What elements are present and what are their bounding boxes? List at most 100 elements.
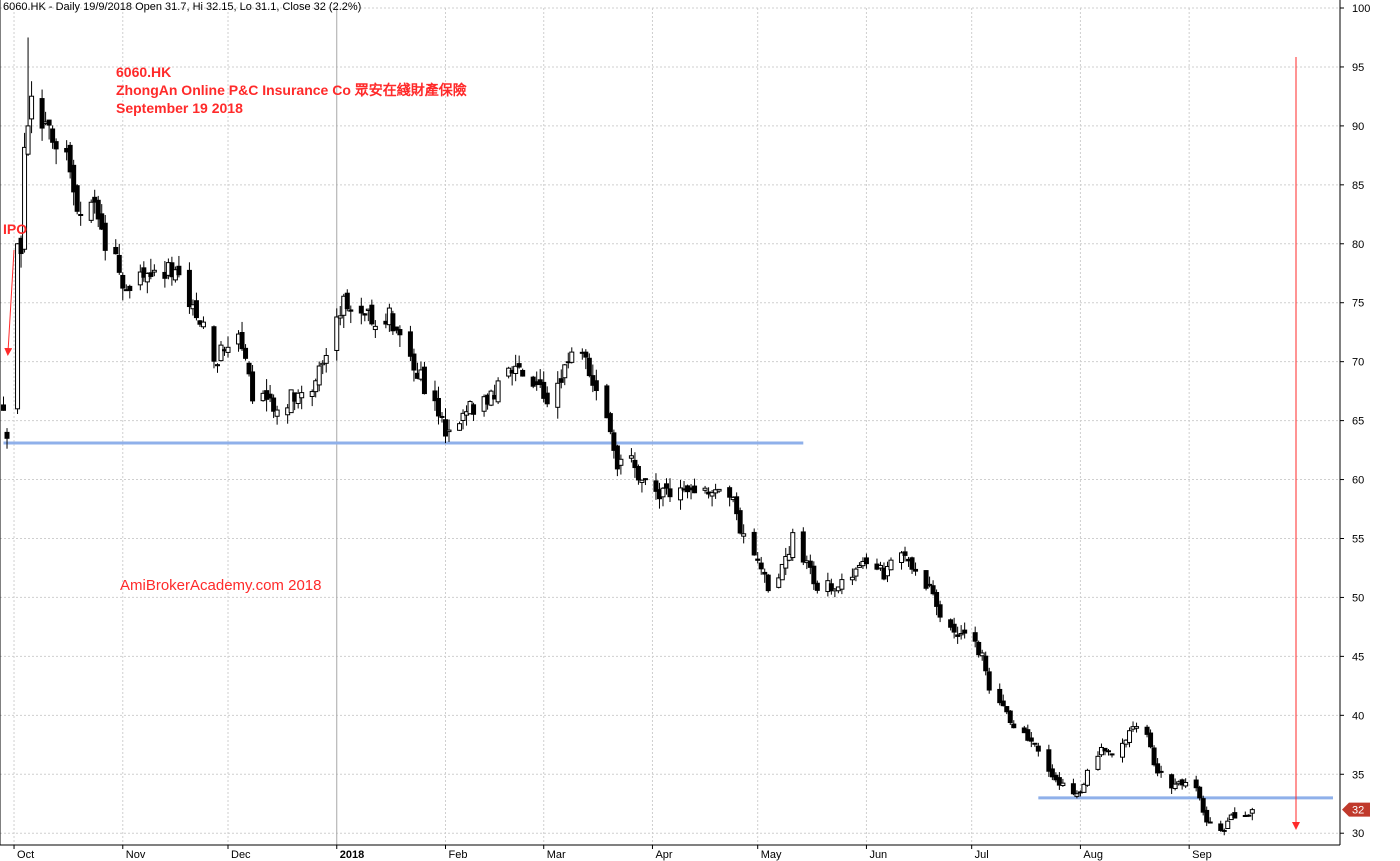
candle-body [1081, 783, 1087, 793]
last-price-label: 32 [1352, 805, 1364, 817]
candle-body [1028, 737, 1034, 742]
candle-body [1046, 749, 1052, 772]
candle-body [39, 98, 45, 129]
chart-axes: 30 35 40 45 50 55 60 65 70 75 80 85 90 95 100 Oct Nov Dec… [0, 0, 1370, 861]
candle-body [411, 353, 417, 371]
x-tick-label: Mar [547, 849, 566, 861]
candle-body [1232, 812, 1238, 819]
candle-body [614, 445, 620, 470]
candle-body [144, 272, 150, 283]
candle-body [239, 332, 245, 350]
candle-body [983, 655, 989, 672]
x-tick-label: Apr [655, 849, 672, 861]
candle-body [1084, 769, 1090, 786]
candle-body [958, 632, 964, 636]
annotation-date: September 19 2018 [116, 100, 243, 116]
candle-body [1144, 726, 1150, 735]
candle-body [127, 285, 133, 292]
candle-body [88, 201, 94, 221]
y-tick-label: 60 [1352, 475, 1364, 487]
chart-header-info: 6060.HK - Daily 19/9/2018 Open 31.7, Hi … [3, 1, 362, 13]
candle-body [1246, 814, 1252, 817]
candle-body [446, 429, 452, 433]
candle-body [214, 364, 220, 367]
candle-body [678, 487, 684, 501]
candle-body [1032, 742, 1038, 745]
candle-body [120, 274, 126, 289]
candle-body [755, 558, 761, 561]
candle-body [435, 397, 441, 417]
candle-body [1007, 710, 1013, 723]
candle-body [849, 576, 855, 581]
candle-body [50, 128, 56, 143]
candle-body [653, 480, 659, 492]
candle-body [1035, 745, 1041, 752]
candle-body [888, 559, 894, 571]
y-tick-label: 35 [1352, 769, 1364, 781]
candle-body [948, 619, 954, 628]
annotation-company: ZhongAn Online P&C Insurance Co 眾安在綫財產保險 [116, 82, 467, 98]
y-tick-label: 30 [1352, 828, 1364, 840]
candle-body [250, 371, 256, 402]
candle-body [323, 354, 329, 364]
candle-body [1056, 777, 1062, 786]
candle-body [751, 531, 757, 556]
candle-body [1155, 763, 1161, 774]
candle-body [141, 267, 147, 278]
candle-body [930, 585, 936, 595]
candle-body [67, 144, 73, 173]
candle-body [607, 413, 613, 433]
candle-body [927, 583, 933, 586]
candle-body [899, 552, 905, 563]
candle-body [1070, 783, 1076, 795]
x-tick-label: Sep [1192, 849, 1212, 861]
candle-body [783, 555, 789, 569]
candle-body [811, 565, 817, 585]
y-tick-label: 100 [1352, 3, 1370, 15]
candle-body [734, 496, 740, 515]
candle-body [95, 199, 101, 220]
candle-body [15, 243, 21, 410]
x-tick-label: Jun [869, 849, 887, 861]
y-tick-label: 50 [1352, 592, 1364, 604]
candle-body [909, 557, 915, 570]
candle-body [369, 304, 375, 325]
candle-body [1148, 732, 1154, 748]
candle-body [1004, 706, 1010, 713]
candle-body [53, 141, 59, 150]
candle-body [1204, 809, 1210, 823]
candle-body [583, 351, 589, 358]
candle-body [1134, 726, 1140, 729]
candle-body [618, 458, 624, 466]
candle-body [211, 326, 217, 362]
candle-body [839, 579, 845, 590]
candle-body [934, 591, 940, 607]
candle-body [913, 568, 919, 572]
candle-body [513, 365, 519, 374]
candle-body [4, 431, 10, 439]
candle-body [432, 390, 438, 402]
x-tick-label: Jul [975, 849, 989, 861]
candle-body [274, 409, 280, 417]
candle-body [863, 557, 869, 565]
candle-body [611, 432, 617, 451]
candle-body [937, 604, 943, 618]
candle-body [716, 488, 722, 492]
candle-body [407, 331, 413, 357]
candle-body [1207, 821, 1213, 824]
candle-body [856, 564, 862, 568]
candle-body [1, 404, 7, 411]
candle-body [186, 269, 192, 308]
candle-body [225, 346, 231, 353]
candle-body [632, 459, 638, 469]
candle-body [663, 483, 669, 489]
candle-body [758, 562, 764, 570]
candle-body [660, 487, 666, 498]
candle-body [997, 688, 1003, 704]
candle-body [151, 269, 157, 273]
candle-body [78, 213, 84, 216]
candle-body [555, 382, 561, 408]
candle-body [299, 392, 305, 399]
candle-body [1120, 742, 1126, 758]
